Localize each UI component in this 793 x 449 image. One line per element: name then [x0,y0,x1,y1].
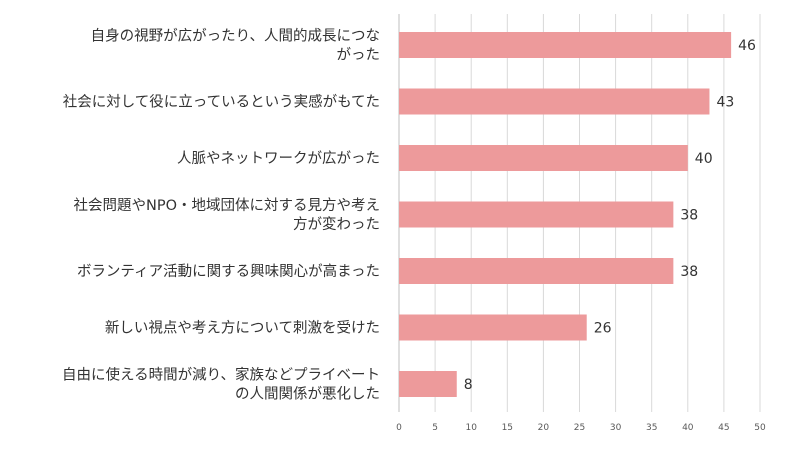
value-label-7: 8 [464,377,473,393]
bars [399,32,732,397]
bar-4 [399,201,674,228]
value-label-1: 46 [738,38,756,54]
category-label-4: 社会問題やNPO・地域団体に対する見方や考え方が変わった [73,197,380,233]
category-labels: 自身の視野が広がったり、人間的成長につながった社会に対して役に立っているという実… [62,28,380,403]
value-labels: 46 43 40 38 38 26 8 [464,38,756,393]
x-tick-label-0: 0 [396,423,402,433]
category-label-2: 社会に対して役に立っているという実感がもてた [63,94,380,111]
bar-2 [399,88,710,115]
x-tick-label-5: 5 [432,423,438,433]
x-tick-label-40: 40 [682,423,694,433]
x-tick-label-20: 20 [538,423,550,433]
x-tick-label-50: 50 [754,423,766,433]
bar-3 [399,145,688,171]
bar-7 [399,371,457,397]
x-tick-label-10: 10 [465,423,477,433]
category-label-6: 新しい視点や考え方について刺激を受けた [105,320,380,337]
x-tick-label-25: 25 [574,423,585,433]
value-label-2: 43 [716,95,734,111]
x-tick-label-30: 30 [610,423,622,433]
bar-6 [399,314,587,341]
x-tick-label-35: 35 [646,423,657,433]
x-tick-label-45: 45 [718,423,729,433]
x-tick-label-15: 15 [502,423,513,433]
category-label-7: 自由に使える時間が減り、家族などプライベートの人間関係が悪化した [62,367,380,403]
x-axis-ticks: 0 5 10 15 20 25 30 35 40 45 50 [396,423,766,433]
value-label-4: 38 [680,208,698,224]
category-label-3: 人脈やネットワークが広がった [177,150,380,167]
bar-5 [399,258,674,284]
value-label-5: 38 [680,264,698,280]
category-label-1: 自身の視野が広がったり、人間的成長につながった [91,28,380,64]
bar-1 [399,32,732,58]
value-label-3: 40 [695,151,713,167]
category-label-5: ボランティア活動に関する興味関心が高まった [77,263,380,280]
value-label-6: 26 [594,321,612,337]
